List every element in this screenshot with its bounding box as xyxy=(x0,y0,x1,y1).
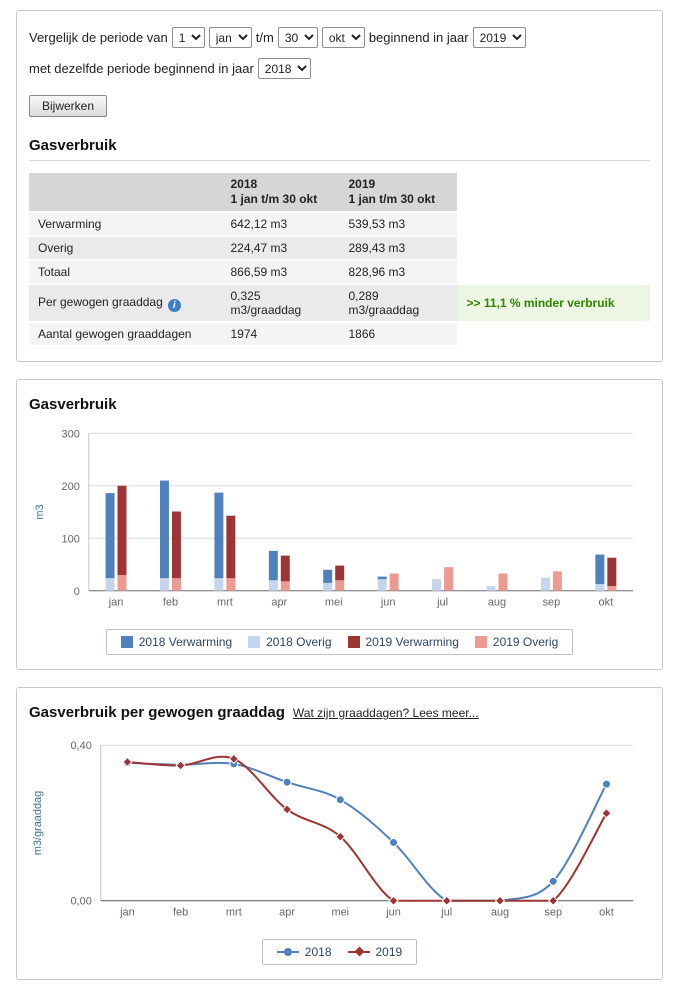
tm-label: t/m xyxy=(255,30,274,45)
svg-text:jun: jun xyxy=(385,907,401,919)
day-to-select[interactable]: 30 xyxy=(277,27,318,48)
month-to-select[interactable]: okt xyxy=(321,27,365,48)
summary-table: 2018 1 jan t/m 30 okt 2019 1 jan t/m 30 … xyxy=(29,171,650,347)
day-from-select[interactable]: 1 xyxy=(171,27,205,48)
gas-usage-bar-chart: 0 100 200 300 m3 jan feb mrt apr mei jun jul aug sep o… xyxy=(34,428,634,609)
row-label: Overig xyxy=(29,237,222,259)
year-b-label: met dezelfde periode beginnend in jaar xyxy=(29,61,254,76)
month-from-select[interactable]: jan xyxy=(208,27,252,48)
legend-swatch-icon xyxy=(248,636,261,648)
row-label: Totaal xyxy=(29,261,222,283)
svg-text:mei: mei xyxy=(331,907,349,919)
svg-text:aug: aug xyxy=(491,907,509,919)
value-2018: 224,47 m3 xyxy=(221,237,340,259)
svg-text:0,40: 0,40 xyxy=(70,740,91,752)
table-row-overig: Overig 224,47 m3 289,43 m3 xyxy=(29,237,650,259)
legend-swatch-icon xyxy=(474,636,487,648)
svg-text:feb: feb xyxy=(163,597,178,609)
svg-text:jan: jan xyxy=(108,597,124,609)
col-header-period: 1 jan t/m 30 okt xyxy=(348,192,436,206)
graaddagen-info-link[interactable]: Wat zijn graaddagen? Lees meer... xyxy=(292,706,479,720)
empty-header-cell xyxy=(29,173,222,211)
svg-text:feb: feb xyxy=(173,907,188,919)
table-row-aantal-graaddagen: Aantal gewogen graaddagen 1974 1866 xyxy=(29,323,650,345)
value-2018: 1974 xyxy=(221,323,340,345)
legend-line-diamond-icon xyxy=(347,946,370,957)
savings-note: >> 11,1 % minder verbruik xyxy=(457,285,650,321)
value-2018: 0,325 m3/graaddag xyxy=(221,285,340,321)
year-a-label: beginnend in jaar xyxy=(368,30,469,45)
col-header-2019: 2019 1 jan t/m 30 okt xyxy=(339,173,458,211)
svg-text:jul: jul xyxy=(440,907,452,919)
svg-text:mrt: mrt xyxy=(217,597,233,609)
value-2019: 289,43 m3 xyxy=(339,237,458,259)
update-button[interactable]: Bijwerken xyxy=(29,95,108,117)
svg-text:aug: aug xyxy=(488,597,506,609)
line-chart-legend: 2018 2019 xyxy=(29,939,650,965)
bar-chart-panel: Gasverbruik 0 100 200 300 m3 jan feb mrt apr mei j… xyxy=(16,379,663,670)
legend-2019-overig[interactable]: 2019 Overig xyxy=(474,635,558,649)
period-row-2: met dezelfde periode beginnend in jaar 2… xyxy=(29,58,650,79)
legend-2018[interactable]: 2018 xyxy=(276,945,332,959)
period-label-prefix: Vergelijk de periode van xyxy=(29,30,168,45)
svg-text:jun: jun xyxy=(380,597,396,609)
period-row-1: Vergelijk de periode van 1 jan t/m 30 ok… xyxy=(29,27,650,48)
svg-text:m3: m3 xyxy=(34,504,46,519)
value-2019: 539,53 m3 xyxy=(339,213,458,235)
col-header-2018: 2018 1 jan t/m 30 okt xyxy=(221,173,340,211)
svg-text:jan: jan xyxy=(119,907,135,919)
svg-text:jul: jul xyxy=(436,597,448,609)
svg-text:m3/graaddag: m3/graaddag xyxy=(32,791,44,856)
table-row-verwarming: Verwarming 642,12 m3 539,53 m3 xyxy=(29,213,650,235)
title-divider xyxy=(29,160,650,161)
svg-text:100: 100 xyxy=(62,533,80,545)
line-chart-panel: Gasverbruik per gewogen graaddag Wat zijn… xyxy=(16,687,663,980)
bar-chart-title: Gasverbruik xyxy=(29,396,117,413)
svg-text:okt: okt xyxy=(599,597,614,609)
header-row: 2018 1 jan t/m 30 okt 2019 1 jan t/m 30 … xyxy=(29,173,650,211)
legend-swatch-icon xyxy=(347,636,360,648)
line-chart-title: Gasverbruik per gewogen graaddag Wat zijn… xyxy=(29,704,479,721)
legend-line-circle-icon xyxy=(276,947,299,957)
legend-swatch-icon xyxy=(120,636,133,648)
row-label: Per gewogen graaddag i xyxy=(29,285,222,321)
col-header-year: 2019 xyxy=(348,177,376,191)
table-row-per-graaddag: Per gewogen graaddag i 0,325 m3/graaddag … xyxy=(29,285,650,321)
svg-text:mrt: mrt xyxy=(226,907,242,919)
col-header-period: 1 jan t/m 30 okt xyxy=(230,192,318,206)
compare-settings-panel: Vergelijk de periode van 1 jan t/m 30 ok… xyxy=(16,10,663,362)
svg-text:200: 200 xyxy=(62,481,80,493)
year-b-select[interactable]: 2018 xyxy=(257,58,311,79)
svg-text:okt: okt xyxy=(599,907,614,919)
year-a-select[interactable]: 2019 xyxy=(472,27,526,48)
svg-text:0: 0 xyxy=(74,586,80,598)
value-2019: 1866 xyxy=(339,323,458,345)
svg-text:0,00: 0,00 xyxy=(70,896,91,908)
svg-text:sep: sep xyxy=(544,907,562,919)
info-icon[interactable]: i xyxy=(167,298,181,312)
value-2018: 642,12 m3 xyxy=(221,213,340,235)
svg-text:sep: sep xyxy=(543,597,561,609)
svg-text:300: 300 xyxy=(62,428,80,440)
svg-text:apr: apr xyxy=(279,907,295,919)
legend-2019[interactable]: 2019 xyxy=(347,945,402,959)
value-2018: 866,59 m3 xyxy=(221,261,340,283)
legend-2019-verwarming[interactable]: 2019 Verwarming xyxy=(347,635,459,649)
legend-2018-verwarming[interactable]: 2018 Verwarming xyxy=(120,635,232,649)
note-header-cell xyxy=(457,173,650,211)
row-label: Verwarming xyxy=(29,213,222,235)
svg-text:mei: mei xyxy=(325,597,343,609)
value-2019: 828,96 m3 xyxy=(339,261,458,283)
value-2019: 0,289 m3/graaddag xyxy=(339,285,458,321)
table-row-totaal: Totaal 866,59 m3 828,96 m3 xyxy=(29,261,650,283)
legend-2018-overig[interactable]: 2018 Overig xyxy=(248,635,332,649)
summary-title: Gasverbruik xyxy=(29,137,117,154)
svg-text:apr: apr xyxy=(271,597,287,609)
graaddag-line-chart: 0,00 0,40 m3/graaddag jan feb mrt apr mei jun jul… xyxy=(32,740,634,919)
row-label: Aantal gewogen graaddagen xyxy=(29,323,222,345)
bar-chart-legend: 2018 Verwarming 2018 Overig 2019 Verwarm… xyxy=(29,629,650,655)
col-header-year: 2018 xyxy=(230,177,258,191)
